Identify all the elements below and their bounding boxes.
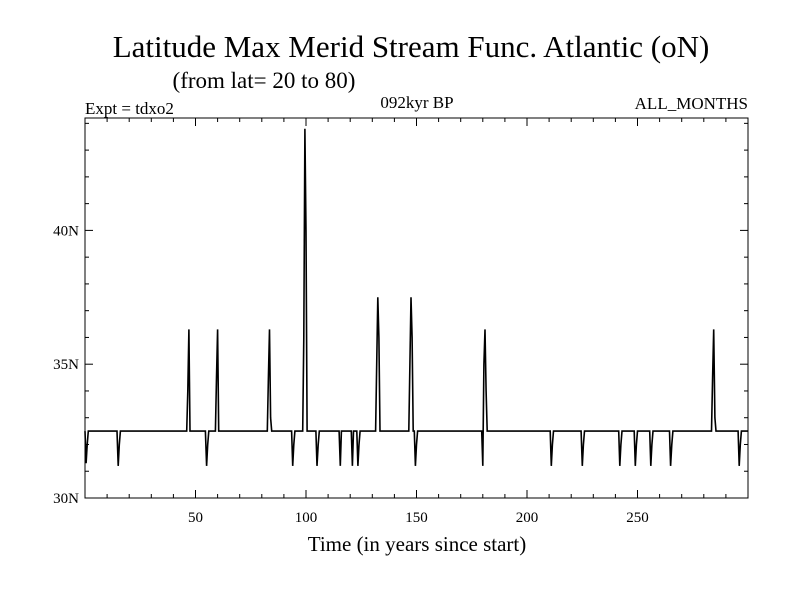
axis-ticks: [85, 118, 748, 499]
x-tick-label: 150: [405, 510, 428, 526]
x-tick-label: 250: [626, 510, 649, 526]
x-tick-label: 200: [516, 510, 539, 526]
y-tick-label: 40N: [53, 223, 79, 239]
period-label: 092kyr BP: [380, 93, 453, 112]
chart-subtitle: (from lat= 20 to 80): [173, 68, 356, 93]
months-label: ALL_MONTHS: [635, 94, 748, 113]
x-axis-label: Time (in years since start): [308, 532, 527, 556]
x-tick-label: 50: [188, 510, 203, 526]
x-tick-label: 100: [295, 510, 318, 526]
y-tick-label: 30N: [53, 491, 79, 507]
y-tick-label: 35N: [53, 357, 79, 373]
tick-labels: 50 100 150 200 250 30N 35N 40N: [53, 223, 649, 526]
chart-title: Latitude Max Merid Stream Func. Atlantic…: [113, 29, 710, 64]
series-line: [84, 128, 748, 466]
experiment-label: Expt = tdxo2: [85, 99, 174, 118]
